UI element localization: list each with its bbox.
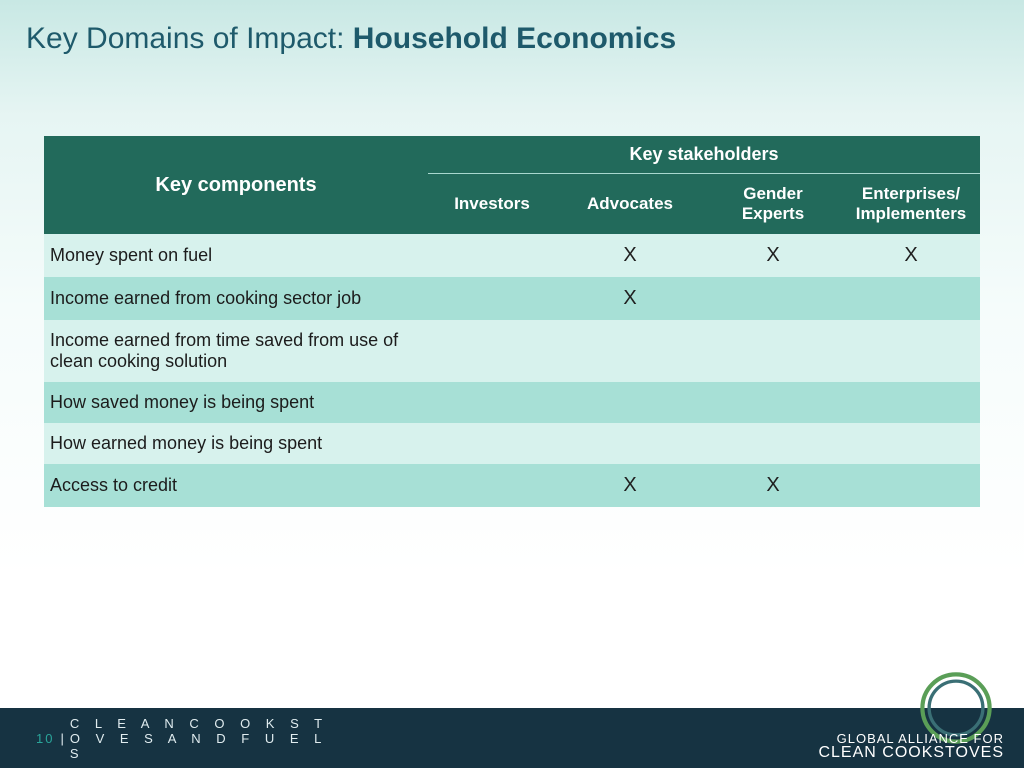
row-label: Money spent on fuel xyxy=(44,234,428,277)
table-cell xyxy=(556,382,704,423)
table-cell xyxy=(842,382,980,423)
table-row: Money spent on fuelXXX xyxy=(44,234,980,277)
footer-bar: 10 | C L E A N C O O K S T O V E S A N D… xyxy=(0,708,1024,768)
logo-line2: CLEAN COOKSTOVES xyxy=(818,745,1004,762)
table-row: Income earned from cooking sector job X xyxy=(44,277,980,320)
table-cell xyxy=(704,320,842,382)
table-cell xyxy=(704,382,842,423)
table-row: Income earned from time saved from use o… xyxy=(44,320,980,382)
row-label: How saved money is being spent xyxy=(44,382,428,423)
ring-inner xyxy=(929,681,983,735)
table-row: Access to credit XX xyxy=(44,464,980,507)
table-cell xyxy=(428,464,556,507)
row-label: Access to credit xyxy=(44,464,428,507)
table-cell xyxy=(428,423,556,464)
stakeholder-table: Key components Key stakeholders Investor… xyxy=(44,136,980,507)
table-cell: X xyxy=(704,234,842,277)
table-head: Key components Key stakeholders Investor… xyxy=(44,136,980,234)
slide-title: Key Domains of Impact: Household Economi… xyxy=(26,22,676,56)
header-enterprises: Enterprises/ Implementers xyxy=(842,174,980,235)
table-cell xyxy=(556,423,704,464)
title-bold: Household Economics xyxy=(353,22,676,55)
table-cell xyxy=(842,464,980,507)
table-cell: X xyxy=(556,277,704,320)
table-cell xyxy=(704,423,842,464)
table-row: How saved money is being spent xyxy=(44,382,980,423)
table-cell: X xyxy=(556,464,704,507)
row-label: Income earned from cooking sector job xyxy=(44,277,428,320)
title-prefix: Key Domains of Impact: xyxy=(26,22,353,55)
page-number: 10 xyxy=(36,731,54,746)
header-key-components: Key components xyxy=(44,136,428,234)
footer-label: C L E A N C O O K S T O V E S A N D F U … xyxy=(70,716,330,761)
table-cell xyxy=(704,277,842,320)
table-cell xyxy=(428,234,556,277)
table-cell xyxy=(428,320,556,382)
table-cell: X xyxy=(704,464,842,507)
table-cell xyxy=(556,320,704,382)
footer-logo-text: GLOBAL ALLIANCE FOR CLEAN COOKSTOVES xyxy=(818,732,1004,762)
header-row-1: Key components Key stakeholders xyxy=(44,136,980,174)
table-cell xyxy=(842,320,980,382)
table-cell: X xyxy=(842,234,980,277)
table: Key components Key stakeholders Investor… xyxy=(44,136,980,507)
table-cell xyxy=(428,277,556,320)
table-cell: X xyxy=(556,234,704,277)
table-cell xyxy=(842,277,980,320)
logo-line1: GLOBAL ALLIANCE FOR xyxy=(818,732,1004,746)
row-label: Income earned from time saved from use o… xyxy=(44,320,428,382)
table-cell xyxy=(428,382,556,423)
header-gender: Gender Experts xyxy=(704,174,842,235)
table-row: How earned money is being spent xyxy=(44,423,980,464)
row-label: How earned money is being spent xyxy=(44,423,428,464)
table-cell xyxy=(842,423,980,464)
header-key-stakeholders: Key stakeholders xyxy=(428,136,980,174)
slide: Key Domains of Impact: Household Economi… xyxy=(0,0,1024,768)
header-advocates: Advocates xyxy=(556,174,704,235)
footer-separator: | xyxy=(60,731,63,746)
table-body: Money spent on fuelXXXIncome earned from… xyxy=(44,234,980,507)
header-investors: Investors xyxy=(428,174,556,235)
